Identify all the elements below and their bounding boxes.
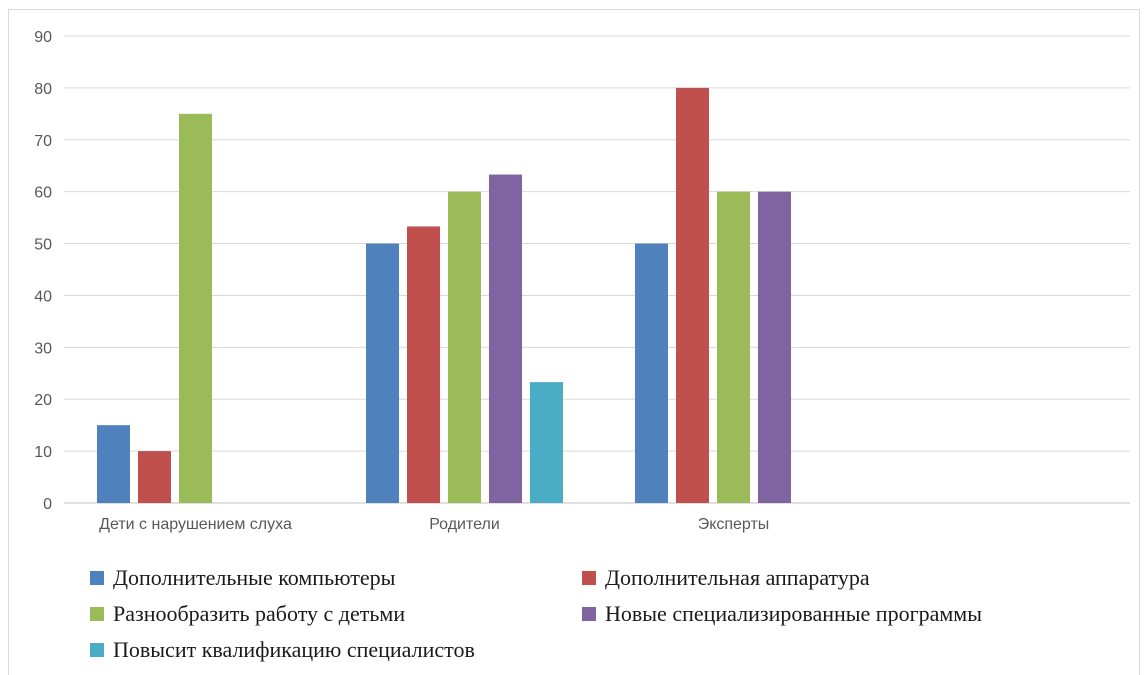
legend-label-0: Дополнительные компьютеры xyxy=(113,565,396,590)
y-tick-label-70: 70 xyxy=(34,133,52,150)
y-tick-label-80: 80 xyxy=(34,81,52,98)
bar-0-2 xyxy=(179,113,212,503)
legend-item-3: Новые специализированные программы xyxy=(582,601,982,627)
chart-frame xyxy=(8,9,1140,675)
y-tick-label-40: 40 xyxy=(34,288,52,305)
legend-swatch-3 xyxy=(582,607,596,621)
legend-swatch-2 xyxy=(90,607,104,621)
y-tick-label-0: 0 xyxy=(43,496,52,513)
bar-1-3 xyxy=(489,174,522,503)
bar-1-2 xyxy=(448,191,481,503)
legend-item-2: Разнообразить работу с детьми xyxy=(90,601,405,627)
legend-label-1: Дополнительная аппаратура xyxy=(605,565,870,590)
bar-0-1 xyxy=(138,451,171,503)
legend-item-4: Повысит квалификацию специалистов xyxy=(90,637,475,663)
bar-2-2 xyxy=(717,191,750,503)
y-tick-label-60: 60 xyxy=(34,185,52,202)
legend-label-4: Повысит квалификацию специалистов xyxy=(113,637,475,662)
legend-item-0: Дополнительные компьютеры xyxy=(90,565,395,591)
x-category-label-2: Эксперты xyxy=(698,516,770,533)
bar-chart: 0 10 20 30 40 50 60 70 80 90 Дети с нарушением слу… xyxy=(34,29,1130,533)
bar-2-3 xyxy=(758,191,791,503)
y-tick-label-20: 20 xyxy=(34,392,52,409)
y-tick-label-90: 90 xyxy=(34,29,52,46)
legend-swatch-0 xyxy=(90,571,104,585)
bar-2-0 xyxy=(635,243,668,504)
x-category-label-0: Дети с нарушением слуха xyxy=(99,516,292,533)
bar-0-0 xyxy=(97,425,130,503)
bar-1-0 xyxy=(366,243,399,504)
legend-swatch-1 xyxy=(582,571,596,585)
bar-1-1 xyxy=(407,226,440,503)
y-tick-label-10: 10 xyxy=(34,444,52,461)
x-category-label-1: Родители xyxy=(429,516,500,533)
y-tick-label-30: 30 xyxy=(34,340,52,357)
legend-item-1: Дополнительная аппаратура xyxy=(582,565,870,591)
legend-swatch-4 xyxy=(90,643,104,657)
y-tick-label-50: 50 xyxy=(34,237,52,254)
bar-2-1 xyxy=(676,87,709,503)
legend-label-3: Новые специализированные программы xyxy=(605,601,982,626)
legend-label-2: Разнообразить работу с детьми xyxy=(113,601,406,626)
bar-1-4 xyxy=(530,382,563,503)
